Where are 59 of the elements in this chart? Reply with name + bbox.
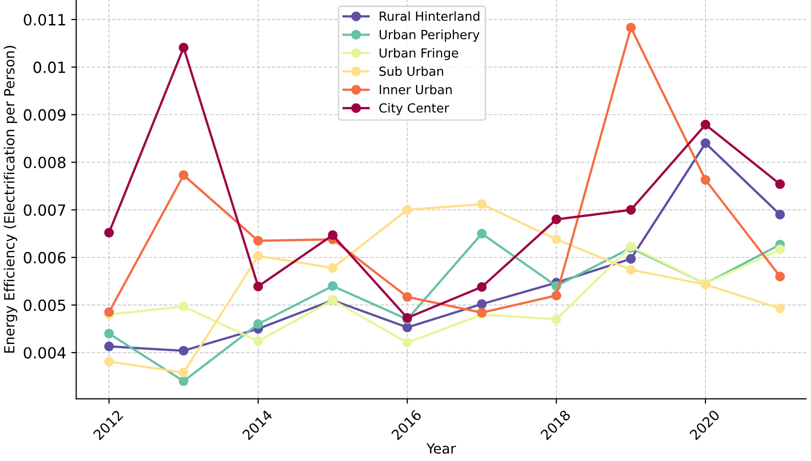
point xyxy=(476,199,487,210)
point xyxy=(178,302,188,312)
legend-label: Sub Urban xyxy=(379,66,444,76)
point xyxy=(253,319,264,329)
y-axis-title: Energy Efficiency (Electrification per Person) xyxy=(4,46,18,353)
point xyxy=(700,175,710,185)
y-tick-label: 0.009 xyxy=(24,109,66,121)
point xyxy=(104,228,114,238)
point xyxy=(253,236,264,246)
point xyxy=(626,204,636,215)
point xyxy=(253,251,264,261)
point xyxy=(402,204,412,215)
point xyxy=(552,214,562,224)
point xyxy=(104,342,114,352)
point xyxy=(552,314,562,324)
point xyxy=(476,228,487,239)
point xyxy=(775,179,785,190)
point xyxy=(552,234,562,244)
point xyxy=(402,292,412,302)
point xyxy=(775,210,785,220)
point xyxy=(253,282,264,292)
point xyxy=(700,138,710,148)
point xyxy=(626,254,636,264)
point xyxy=(104,356,114,367)
point xyxy=(328,230,338,240)
point xyxy=(253,336,264,346)
point xyxy=(700,120,710,130)
point xyxy=(178,376,188,386)
point xyxy=(626,22,636,32)
point xyxy=(476,299,487,309)
point xyxy=(328,281,338,291)
legend-label: Inner Urban xyxy=(380,84,452,94)
point xyxy=(104,328,114,338)
y-tick-label: 0.004 xyxy=(24,347,66,359)
point xyxy=(552,290,562,300)
point xyxy=(328,263,338,273)
point xyxy=(178,368,188,378)
y-tick-label: 0.01 xyxy=(34,62,66,74)
point xyxy=(775,272,785,282)
point xyxy=(104,307,114,318)
y-tick-label: 0.011 xyxy=(24,14,66,26)
x-axis-title: Year xyxy=(426,443,456,454)
point xyxy=(476,282,487,292)
legend-label: Urban Fringe xyxy=(380,48,458,60)
y-tick-label: 0.006 xyxy=(24,252,66,264)
y-tick-label: 0.007 xyxy=(24,204,66,216)
point xyxy=(178,42,188,52)
point xyxy=(775,244,785,254)
point xyxy=(626,264,636,275)
point xyxy=(178,170,188,180)
legend-label: Rural Hinterland xyxy=(380,11,480,21)
y-tick-label: 0.008 xyxy=(24,156,66,168)
point xyxy=(178,346,188,356)
y-tick-label: 0.005 xyxy=(24,299,66,312)
point xyxy=(775,303,785,314)
legend-label: Urban Periphery xyxy=(380,30,480,42)
point xyxy=(402,322,412,332)
legend-label: City Center xyxy=(379,102,450,116)
point xyxy=(402,338,412,348)
